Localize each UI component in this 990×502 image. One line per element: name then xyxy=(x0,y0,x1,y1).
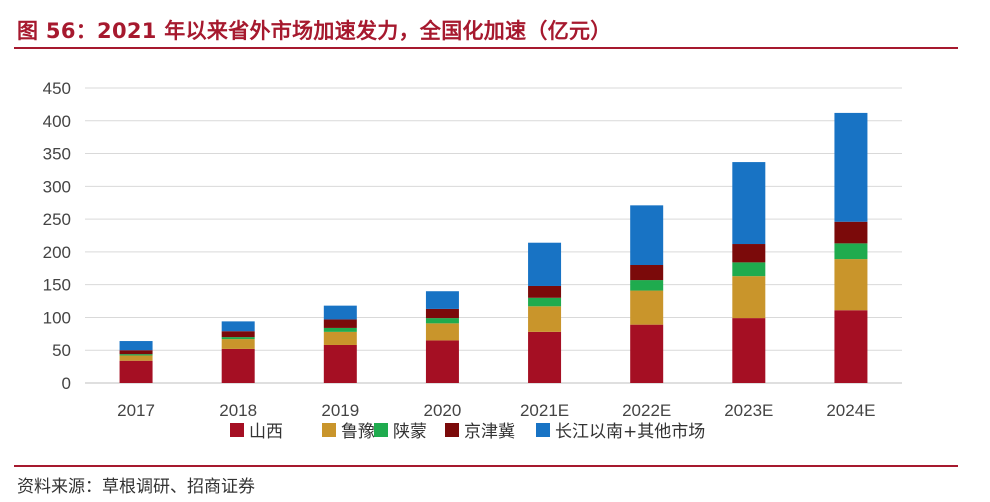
legend-swatch xyxy=(230,423,244,437)
legend-swatch xyxy=(322,423,336,437)
bar-segment xyxy=(528,285,562,298)
y-tick-label: 350 xyxy=(43,145,71,164)
x-tick-label: 2022E xyxy=(622,401,671,420)
legend-swatch xyxy=(445,423,459,437)
bar-segment xyxy=(119,341,153,351)
y-tick-label: 100 xyxy=(43,308,71,327)
y-tick-label: 50 xyxy=(52,341,71,360)
bar-segment xyxy=(732,162,766,245)
bar-segment xyxy=(425,318,459,324)
y-tick-label: 450 xyxy=(43,79,71,98)
bar-segment xyxy=(323,327,357,332)
bars xyxy=(119,112,868,383)
source-note: 资料来源：草根调研、招商证券 xyxy=(17,477,255,497)
chart-title: 图 56：2021 年以来省外市场加速发力，全国化加速（亿元） xyxy=(17,19,612,43)
bar-segment xyxy=(221,321,255,332)
bar-segment xyxy=(528,242,562,286)
y-axis-ticks: 0 50 100 150 200 250 300 350 400 450 xyxy=(43,79,71,393)
bar-segment xyxy=(323,344,357,383)
bar-segment xyxy=(630,324,664,383)
x-tick-label: 2023E xyxy=(724,401,773,420)
bar-segment xyxy=(732,262,766,277)
legend-swatch xyxy=(374,423,388,437)
bar-segment xyxy=(221,337,255,340)
bar-segment xyxy=(834,112,868,222)
bar-segment xyxy=(528,297,562,307)
y-tick-label: 300 xyxy=(43,177,71,196)
bar-segment xyxy=(323,319,357,328)
y-tick-label: 200 xyxy=(43,243,71,262)
bar-segment xyxy=(834,259,868,311)
bar-segment xyxy=(834,310,868,383)
y-tick-label: 0 xyxy=(62,374,71,393)
bar-segment xyxy=(425,291,459,309)
title-divider xyxy=(14,47,958,49)
bar-segment xyxy=(221,339,255,349)
bar-segment xyxy=(528,331,562,383)
bar-segment xyxy=(528,306,562,332)
legend-swatch xyxy=(536,423,550,437)
bar-segment xyxy=(119,350,153,355)
bar-segment xyxy=(425,308,459,319)
legend: 山西 鲁豫 陕蒙 京津冀 长江以南+其他市场 xyxy=(230,422,705,442)
bar-segment xyxy=(630,265,664,281)
gridlines xyxy=(85,87,902,384)
x-tick-label: 2018 xyxy=(219,401,257,420)
legend-label: 陕蒙 xyxy=(393,422,427,442)
bar-segment xyxy=(425,340,459,383)
legend-label: 京津冀 xyxy=(464,422,515,442)
bar-segment xyxy=(732,318,766,383)
x-axis-ticks: 2017 2018 2019 2020 2021E 2022E 2023E 2024E xyxy=(117,401,875,420)
bar-segment xyxy=(630,280,664,291)
bar-segment xyxy=(834,221,868,244)
legend-label: 长江以南+其他市场 xyxy=(555,422,705,442)
bar-segment xyxy=(834,243,868,260)
x-tick-label: 2021E xyxy=(520,401,569,420)
footer-divider xyxy=(14,465,958,467)
bar-segment xyxy=(323,331,357,345)
x-tick-label: 2019 xyxy=(321,401,359,420)
legend-label: 山西 xyxy=(249,422,283,442)
legend-label: 鲁豫 xyxy=(341,422,375,442)
bar-segment xyxy=(221,348,255,383)
x-tick-label: 2020 xyxy=(424,401,462,420)
bar-segment xyxy=(221,331,255,338)
x-tick-label: 2017 xyxy=(117,401,155,420)
bar-segment xyxy=(119,354,153,356)
y-tick-label: 400 xyxy=(43,112,71,131)
bar-segment xyxy=(630,290,664,325)
bar-segment xyxy=(732,276,766,319)
x-tick-label: 2024E xyxy=(826,401,875,420)
bar-segment xyxy=(630,205,664,265)
y-tick-label: 250 xyxy=(43,210,71,229)
bar-segment xyxy=(119,360,153,383)
bar-segment xyxy=(119,355,153,361)
bar-segment xyxy=(732,244,766,263)
bar-segment xyxy=(323,305,357,320)
y-tick-label: 150 xyxy=(43,276,71,295)
bar-segment xyxy=(425,323,459,341)
